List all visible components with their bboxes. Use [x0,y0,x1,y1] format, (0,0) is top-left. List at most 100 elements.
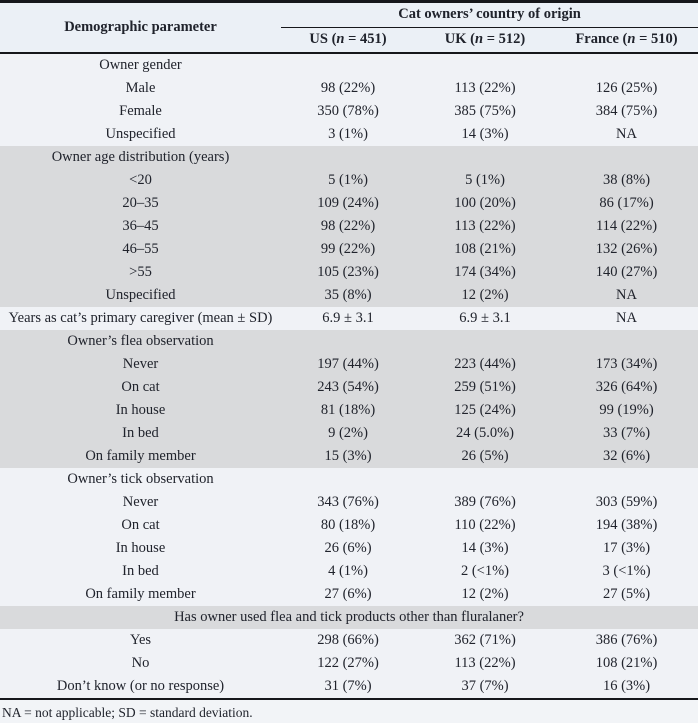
empty-cell [281,468,415,491]
section-header-row: Has owner used flea and tick products ot… [0,606,698,629]
row-label: <20 [0,169,281,192]
value-cell-us: 4 (1%) [281,560,415,583]
value-cell-uk: 174 (34%) [415,261,555,284]
value-cell-uk: 5 (1%) [415,169,555,192]
n-symbol: n [627,31,636,48]
data-row: Male 98 (22%) 113 (22%) 126 (25%) [0,77,698,100]
value-cell-us: 350 (78%) [281,100,415,123]
value-cell-us: 298 (66%) [281,629,415,652]
row-label: In bed [0,560,281,583]
value-cell-france: 386 (76%) [555,629,698,652]
data-row: On cat 243 (54%) 259 (51%) 326 (64%) [0,376,698,399]
row-label: On family member [0,583,281,606]
row-label: Never [0,353,281,376]
row-label: 20–35 [0,192,281,215]
group-column-header: Cat owners’ country of origin [281,1,698,28]
value-cell-france: 38 (8%) [555,169,698,192]
empty-cell [415,330,555,353]
value-cell-france: 303 (59%) [555,491,698,514]
data-row: 46–55 99 (22%) 108 (21%) 132 (26%) [0,238,698,261]
value-cell-france: NA [555,284,698,307]
data-row: In bed 4 (1%) 2 (<1%) 3 (<1%) [0,560,698,583]
value-cell-us: 197 (44%) [281,353,415,376]
col-header-us: US (n = 451) [281,27,415,54]
data-row: On cat 80 (18%) 110 (22%) 194 (38%) [0,514,698,537]
param-column-header: Demographic parameter [0,1,281,54]
col-header-uk: UK (n = 512) [415,27,555,54]
row-label: Unspecified [0,284,281,307]
value-cell-us: 27 (6%) [281,583,415,606]
value-cell-uk: 14 (3%) [415,537,555,560]
value-cell-us: 3 (1%) [281,123,415,146]
empty-cell [555,468,698,491]
section-title: Owner’s flea observation [0,330,281,353]
value-cell-france: 194 (38%) [555,514,698,537]
value-cell-us: 35 (8%) [281,284,415,307]
value-cell-us: 15 (3%) [281,445,415,468]
value-cell-uk: 385 (75%) [415,100,555,123]
data-row: Never 343 (76%) 389 (76%) 303 (59%) [0,491,698,514]
data-row: Unspecified 3 (1%) 14 (3%) NA [0,123,698,146]
value-cell-france: 126 (25%) [555,77,698,100]
row-label: No [0,652,281,675]
section-header-row: Owner’s tick observation [0,468,698,491]
value-cell-us: 26 (6%) [281,537,415,560]
data-row: Don’t know (or no response) 31 (7%) 37 (7%… [0,675,698,700]
section-title-spanning: Has owner used flea and tick products ot… [0,606,698,629]
col-header-france: France (n = 510) [555,27,698,54]
value-cell-us: 343 (76%) [281,491,415,514]
data-row: Female 350 (78%) 385 (75%) 384 (75%) [0,100,698,123]
value-cell-france: 3 (<1%) [555,560,698,583]
data-row: 36–45 98 (22%) 113 (22%) 114 (22%) [0,215,698,238]
value-cell-uk: 110 (22%) [415,514,555,537]
value-cell-france: 173 (34%) [555,353,698,376]
row-label: Female [0,100,281,123]
data-row: No 122 (27%) 113 (22%) 108 (21%) [0,652,698,675]
row-label: Unspecified [0,123,281,146]
row-label: 36–45 [0,215,281,238]
data-row: Yes 298 (66%) 362 (71%) 386 (76%) [0,629,698,652]
table-footnote: NA = not applicable; SD = standard devia… [0,700,698,722]
value-cell-uk: 37 (7%) [415,675,555,700]
value-cell-uk: 259 (51%) [415,376,555,399]
value-cell-us: 6.9 ± 3.1 [281,307,415,330]
value-cell-uk: 26 (5%) [415,445,555,468]
header-row-group: Demographic parameter Cat owners’ countr… [0,1,698,54]
data-row: On family member 15 (3%) 26 (5%) 32 (6%) [0,445,698,468]
value-cell-france: 384 (75%) [555,100,698,123]
data-row: In bed 9 (2%) 24 (5.0%) 33 (7%) [0,422,698,445]
value-cell-us: 99 (22%) [281,238,415,261]
value-cell-us: 98 (22%) [281,77,415,100]
value-cell-france: 17 (3%) [555,537,698,560]
value-cell-us: 243 (54%) [281,376,415,399]
value-cell-france: 99 (19%) [555,399,698,422]
value-cell-france: 326 (64%) [555,376,698,399]
value-cell-uk: 24 (5.0%) [415,422,555,445]
data-row: 20–35 109 (24%) 100 (20%) 86 (17%) [0,192,698,215]
row-label: Don’t know (or no response) [0,675,281,700]
value-cell-uk: 2 (<1%) [415,560,555,583]
row-label: 46–55 [0,238,281,261]
table-body: Owner gender Male 98 (22%) 113 (22%) 126 (25… [0,53,698,700]
row-label: Male [0,77,281,100]
data-row: Unspecified 35 (8%) 12 (2%) NA [0,284,698,307]
value-cell-us: 109 (24%) [281,192,415,215]
data-row: <20 5 (1%) 5 (1%) 38 (8%) [0,169,698,192]
value-cell-france: 16 (3%) [555,675,698,700]
value-cell-us: 5 (1%) [281,169,415,192]
value-cell-uk: 113 (22%) [415,77,555,100]
data-row: Never 197 (44%) 223 (44%) 173 (34%) [0,353,698,376]
value-cell-us: 122 (27%) [281,652,415,675]
value-cell-us: 81 (18%) [281,399,415,422]
value-cell-france: 114 (22%) [555,215,698,238]
value-cell-france: NA [555,307,698,330]
row-label: In house [0,399,281,422]
n-symbol: n [336,31,345,48]
value-cell-us: 80 (18%) [281,514,415,537]
section-title: Owner gender [0,53,281,77]
empty-cell [415,53,555,77]
empty-cell [281,330,415,353]
empty-cell [415,146,555,169]
empty-cell [281,53,415,77]
section-title: Owner age distribution (years) [0,146,281,169]
